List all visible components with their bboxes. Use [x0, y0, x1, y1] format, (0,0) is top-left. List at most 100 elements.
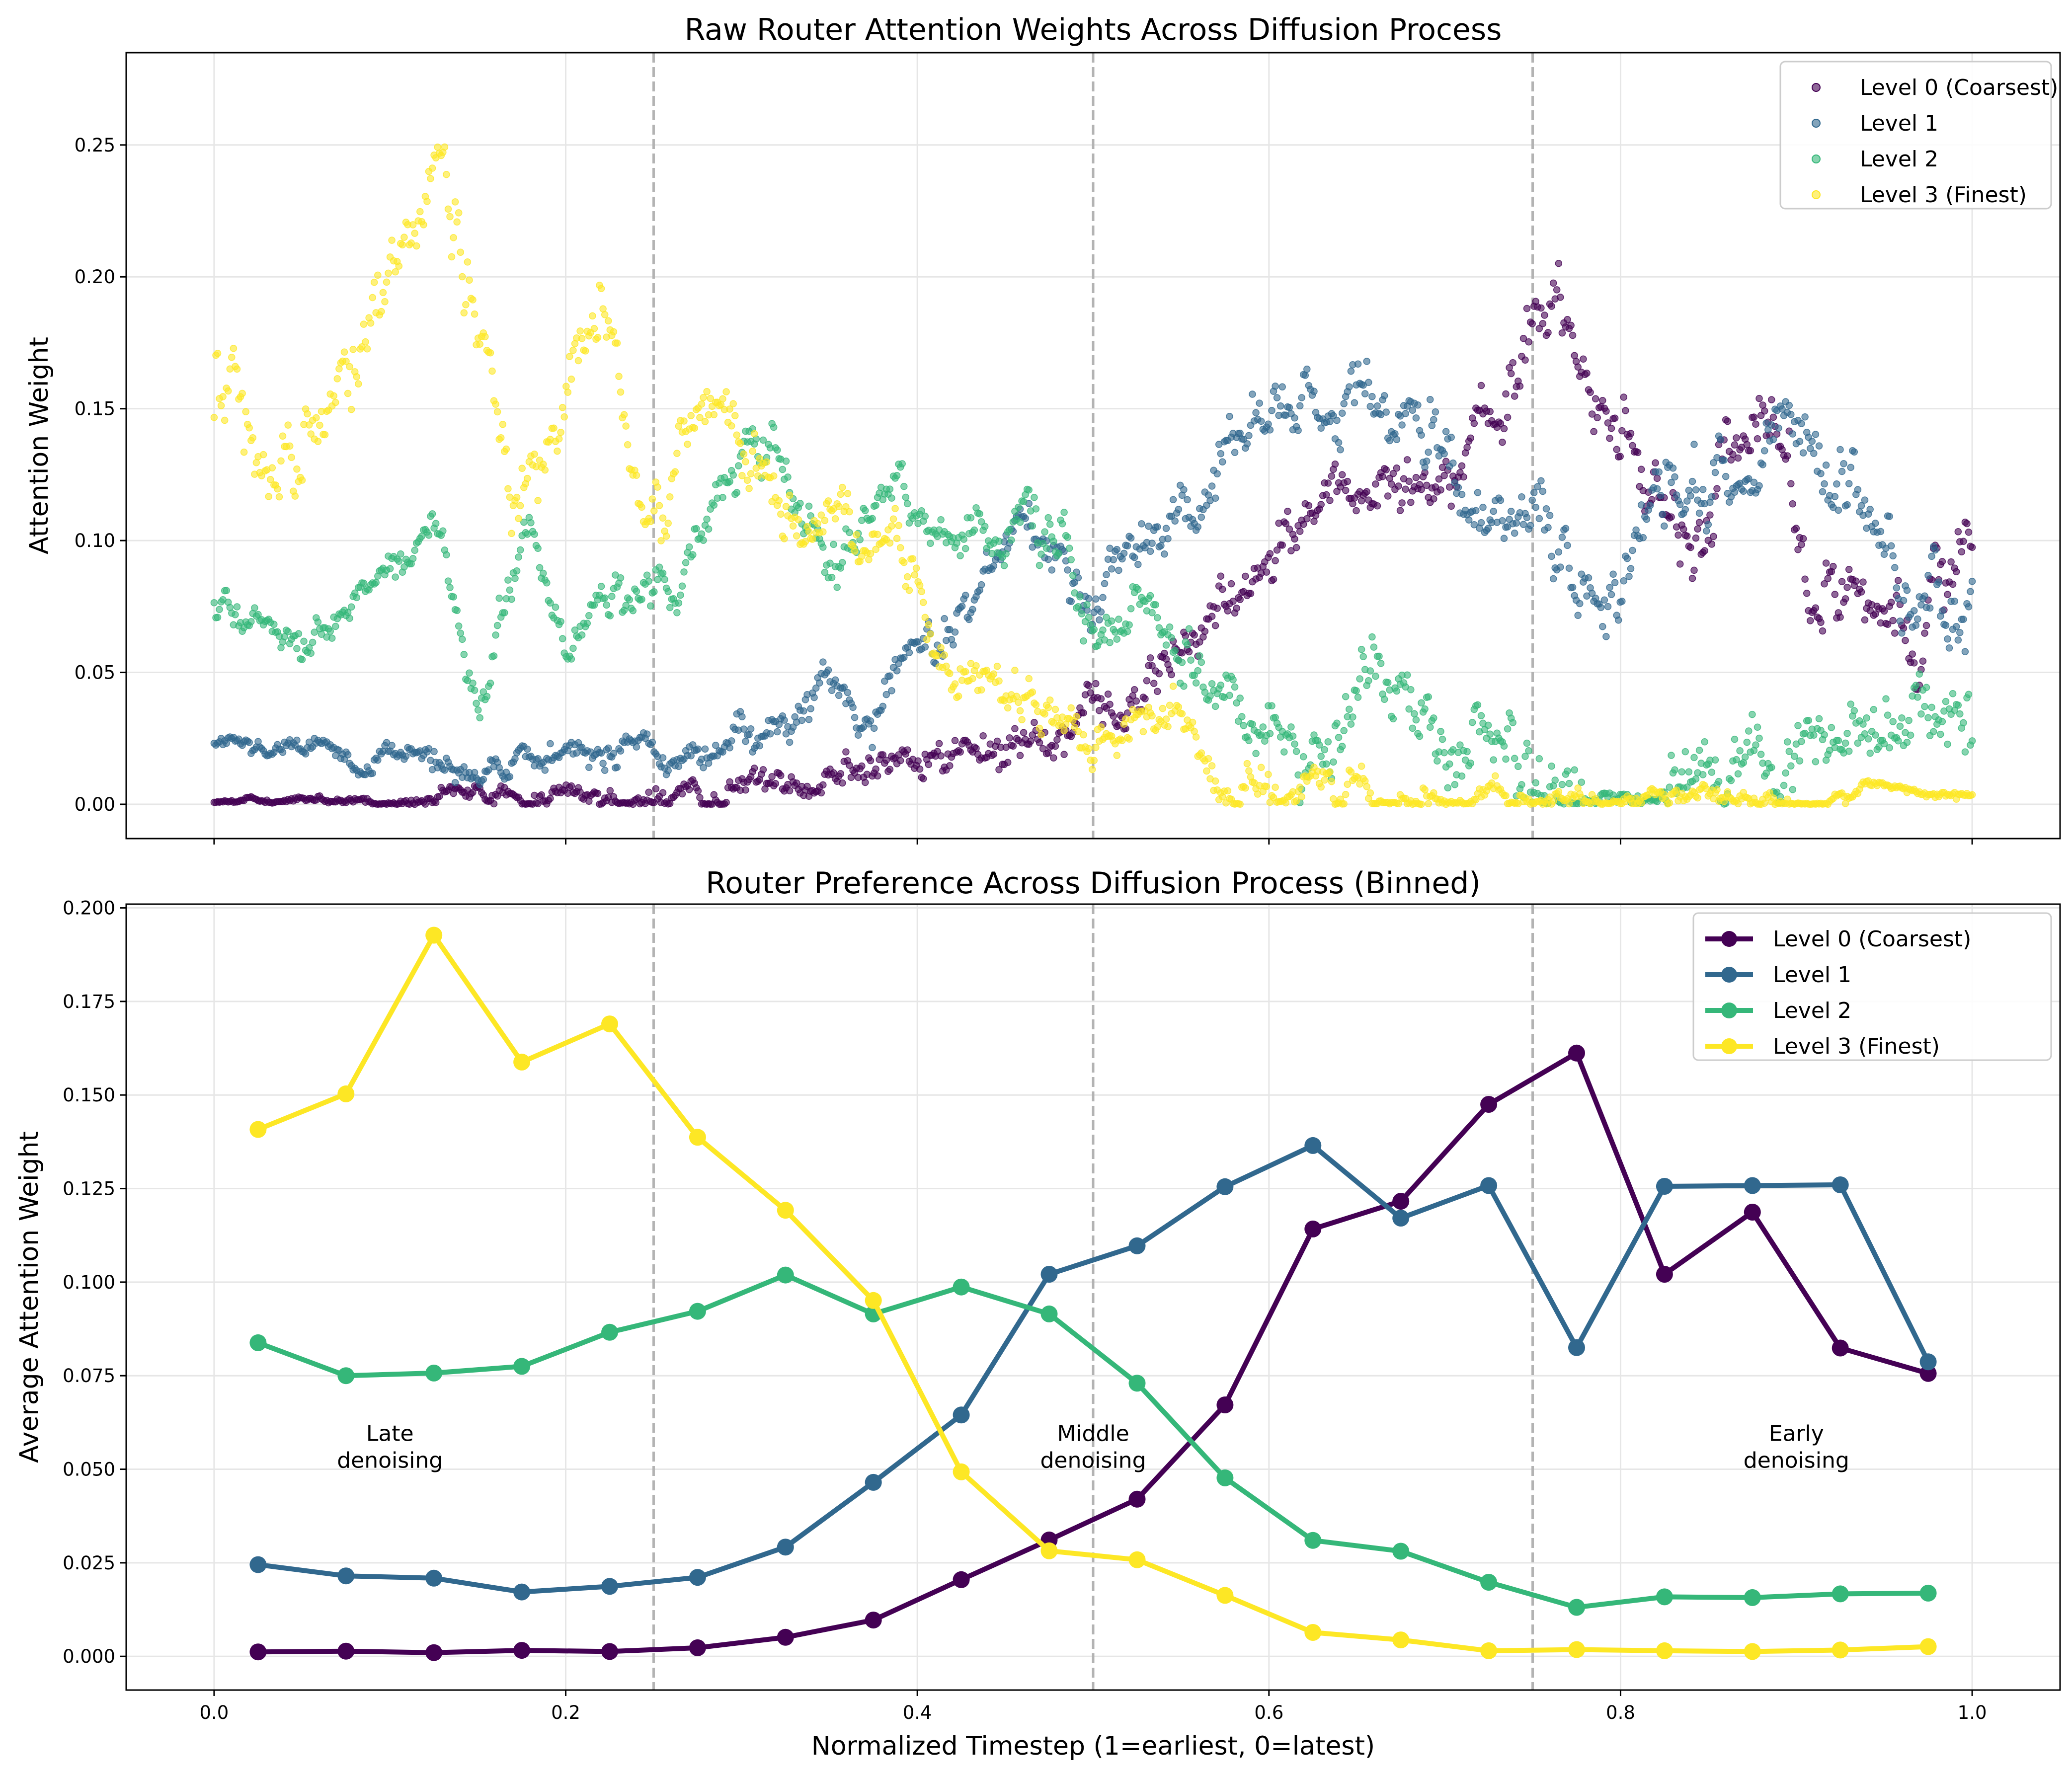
- y-tick-label: 0.20: [75, 266, 115, 288]
- scatter-point: [1600, 596, 1608, 604]
- scatter-point: [678, 582, 686, 590]
- scatter-point: [615, 373, 623, 380]
- scatter-point: [1074, 603, 1082, 611]
- scatter-point: [1349, 713, 1356, 721]
- scatter-point: [1886, 744, 1893, 752]
- scatter-point: [1132, 697, 1140, 705]
- scatter-point: [1834, 737, 1842, 745]
- scatter-point: [1022, 515, 1029, 522]
- scatter-point: [1866, 749, 1874, 757]
- scatter-point: [1229, 598, 1237, 605]
- scatter-point: [654, 576, 661, 583]
- scatter-point: [1150, 680, 1158, 687]
- scatter-point: [1854, 486, 1862, 493]
- scatter-point: [432, 520, 440, 528]
- scatter-point: [1029, 688, 1036, 696]
- scatter-point: [1065, 544, 1073, 552]
- scatter-point: [1907, 731, 1914, 739]
- scatter-point: [1110, 556, 1117, 563]
- series-point: [1656, 1178, 1673, 1195]
- scatter-point: [1268, 702, 1275, 709]
- phase-annotation: Middle: [1057, 1421, 1129, 1446]
- scatter-point: [860, 723, 868, 731]
- scatter-point: [675, 763, 683, 770]
- scatter-point: [1231, 683, 1239, 691]
- scatter-point: [941, 615, 948, 622]
- y-tick-label: 0.175: [63, 991, 115, 1012]
- scatter-point: [1912, 621, 1920, 629]
- scatter-point: [1898, 629, 1906, 637]
- scatter-point: [647, 518, 654, 526]
- scatter-point: [295, 630, 303, 637]
- scatter-point: [1789, 430, 1797, 438]
- scatter-point: [1025, 486, 1033, 494]
- scatter-point: [1528, 320, 1536, 327]
- scatter-point: [1926, 604, 1934, 612]
- scatter-point: [1180, 683, 1188, 690]
- scatter-point: [1609, 570, 1617, 578]
- y-tick-label: 0.075: [63, 1365, 115, 1387]
- scatter-point: [1032, 505, 1040, 513]
- scatter-point: [1407, 498, 1415, 506]
- scatter-point: [444, 577, 452, 585]
- scatter-point: [1029, 522, 1036, 530]
- scatter-point: [1146, 592, 1154, 600]
- scatter-point: [1097, 723, 1105, 731]
- scatter-point: [573, 749, 580, 757]
- scatter-point: [1801, 413, 1809, 421]
- scatter-point: [700, 764, 707, 772]
- scatter-point: [937, 516, 945, 524]
- scatter-point: [455, 622, 463, 630]
- scatter-point: [770, 472, 778, 480]
- scatter-point: [1185, 648, 1193, 656]
- y-tick-label: 0.05: [75, 662, 115, 684]
- scatter-point: [645, 788, 652, 796]
- scatter-point: [1171, 647, 1179, 655]
- scatter-point: [814, 520, 821, 528]
- series-point: [1392, 1631, 1410, 1649]
- scatter-point: [840, 683, 848, 691]
- scatter-point: [1208, 613, 1216, 620]
- scatter-point: [1340, 400, 1348, 407]
- series-point: [1392, 1210, 1410, 1227]
- scatter-point: [531, 450, 538, 458]
- scatter-point: [459, 273, 466, 281]
- scatter-point: [1796, 438, 1804, 445]
- scatter-point: [705, 525, 713, 533]
- scatter-point: [1273, 394, 1281, 401]
- scatter-point: [675, 599, 683, 607]
- scatter-point: [1798, 738, 1805, 745]
- series-point: [1040, 1305, 1058, 1322]
- scatter-point: [851, 713, 859, 721]
- scatter-point: [346, 615, 353, 622]
- scatter-point: [1513, 519, 1520, 527]
- scatter-point: [914, 757, 922, 765]
- scatter-point: [1599, 397, 1606, 404]
- scatter-point: [448, 253, 456, 261]
- scatter-point: [1534, 483, 1541, 491]
- scatter-point: [1787, 480, 1795, 487]
- scatter-point: [1965, 691, 1973, 698]
- scatter-point: [1096, 707, 1103, 714]
- scatter-point: [1440, 471, 1448, 479]
- scatter-point: [1747, 447, 1754, 455]
- scatter-point: [471, 310, 478, 318]
- scatter-point: [1919, 657, 1927, 665]
- scatter-point: [242, 408, 249, 415]
- scatter-point: [1692, 775, 1700, 783]
- scatter-point: [443, 551, 450, 558]
- legend-entry-label: Level 3 (Finest): [1860, 182, 2027, 208]
- scatter-point: [1164, 723, 1172, 731]
- scatter-point: [786, 491, 794, 499]
- scatter-point: [846, 508, 853, 516]
- series-point: [337, 1085, 355, 1102]
- scatter-point: [379, 289, 387, 297]
- scatter-point: [617, 747, 625, 755]
- scatter-point: [694, 745, 702, 753]
- scatter-point: [1708, 769, 1716, 776]
- scatter-point: [867, 757, 875, 765]
- scatter-point: [1841, 595, 1849, 603]
- scatter-point: [941, 651, 948, 659]
- scatter-point: [1090, 757, 1098, 765]
- scatter-point: [411, 546, 418, 554]
